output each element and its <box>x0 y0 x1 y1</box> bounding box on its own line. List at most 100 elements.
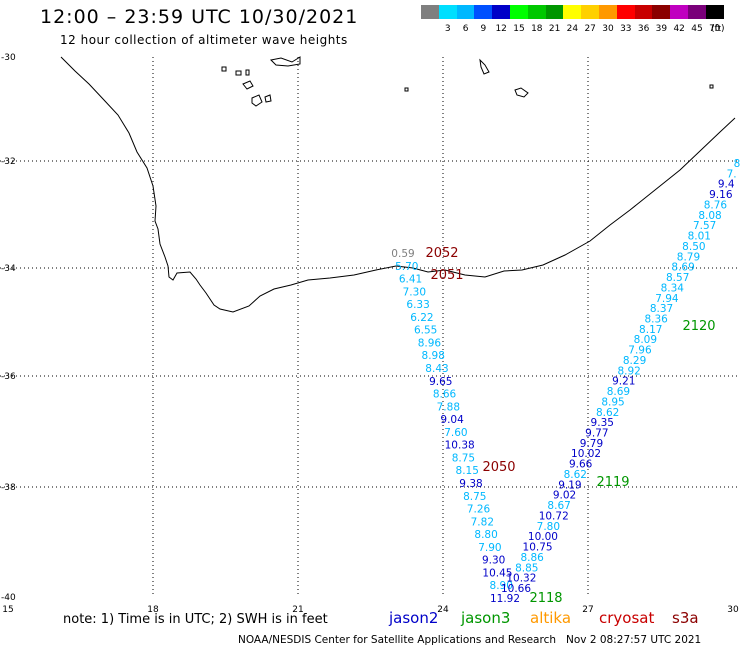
lon-tick-label: 21 <box>292 605 303 615</box>
wave-height-value: 7.30 <box>403 286 426 298</box>
legend-label: 15 <box>513 24 525 34</box>
map-title: 12:00 – 23:59 UTC 10/30/2021 <box>40 6 359 28</box>
wave-height-value: 8.86 <box>520 552 544 564</box>
satellite-name: cryosat <box>599 609 655 627</box>
wave-height-value: 9.35 <box>591 417 614 429</box>
wave-height-value: 5.70 <box>395 261 418 273</box>
legend-swatch <box>616 5 635 19</box>
legend-swatch <box>670 5 688 19</box>
wave-height-value: 9.21 <box>612 376 635 388</box>
wave-height-value: 8.96 <box>418 337 442 349</box>
wave-height-value: 9.38 <box>459 478 482 490</box>
pass-number-label: 2120 <box>682 319 715 334</box>
lon-tick-label: 24 <box>437 605 449 615</box>
wave-height-value: 8.37 <box>650 303 673 315</box>
wave-height-value: 8.76 <box>704 199 728 211</box>
wave-height-value: 10.72 <box>539 510 569 522</box>
lat-tick-label: -34 <box>1 264 16 274</box>
legend-label: 45 <box>691 24 703 34</box>
legend-swatch <box>438 5 457 19</box>
wave-height-value: 7.60 <box>444 427 467 439</box>
wave-height-value: 7.57 <box>693 220 716 232</box>
wave-height-value: 8.67 <box>547 500 570 512</box>
wave-height-value: 10.02 <box>571 448 601 460</box>
wave-height-value: 8.79 <box>677 251 700 263</box>
wave-height-value: 9.02 <box>553 490 576 502</box>
offshore-islands <box>221 56 714 107</box>
wave-height-value: 6.41 <box>399 274 422 286</box>
legend-label: 6 <box>462 24 469 34</box>
wave-height-value: 8.43 <box>425 363 448 375</box>
lon-tick-label: 18 <box>147 605 159 615</box>
wave-height-value: 7.80 <box>537 521 560 533</box>
wave-height-value: 8.08 <box>698 210 721 222</box>
wave-height-value: 8.17 <box>639 324 662 336</box>
lat-tick-label: -38 <box>1 483 16 493</box>
wave-height-value: 7.94 <box>655 293 679 305</box>
wave-height-value: 10.32 <box>506 573 536 585</box>
legend-unit: (ft) <box>711 24 725 34</box>
wave-height-value: 7. <box>727 168 737 180</box>
wave-height-value: 7.26 <box>467 504 491 516</box>
legend-swatch <box>563 5 582 19</box>
wave-height-value: 8.95 <box>601 396 624 408</box>
wave-height-value: 8.29 <box>623 355 646 367</box>
legend-swatch <box>474 5 493 19</box>
legend-swatch <box>545 5 564 19</box>
lat-tick-label: -40 <box>1 593 16 603</box>
credit-line: NOAA/NESDIS Center for Satellite Applica… <box>238 634 701 646</box>
wave-height-value: 8 <box>734 158 740 170</box>
pass-number-label: 2052 <box>425 246 458 261</box>
wave-height-value: 8.62 <box>596 407 619 419</box>
wave-height-value: 6.22 <box>410 312 433 324</box>
wave-height-value: 8.98 <box>422 350 445 362</box>
pass-number-label: 2119 <box>596 475 629 490</box>
wave-height-value: 7.96 <box>628 345 652 357</box>
wave-height-value: 8.66 <box>433 389 457 401</box>
lon-tick-label: 27 <box>582 605 593 615</box>
legend-swatch <box>510 5 528 19</box>
wave-height-value: 6.55 <box>414 325 437 337</box>
legend-label: 9 <box>480 24 487 34</box>
wave-height-value: 9.79 <box>580 438 603 450</box>
wave-height-value: 11.92 <box>490 593 520 605</box>
wave-height-value: 10.66 <box>501 583 531 595</box>
legend-label: 30 <box>602 24 614 34</box>
legend-label: 18 <box>531 24 543 34</box>
wave-height-value: 8.92 <box>617 365 640 377</box>
legend-label: 42 <box>673 24 685 34</box>
credit-text: NOAA/NESDIS Center for Satellite Applica… <box>238 634 556 646</box>
wave-height-value: 6.33 <box>406 299 429 311</box>
legend-swatch <box>581 5 599 19</box>
wave-height-value: 8.69 <box>671 262 694 274</box>
wave-height-value: 9.65 <box>429 376 452 388</box>
wave-height-value: 8.62 <box>564 469 587 481</box>
wave-height-value: 9.04 <box>440 414 464 426</box>
south-africa-coastline <box>60 56 736 313</box>
wave-height-value: 10.75 <box>523 542 553 554</box>
wave-height-value: 7.82 <box>471 516 494 528</box>
wave-height-value: 7.88 <box>437 401 460 413</box>
wave-height-value: 8.90 <box>490 580 513 592</box>
legend-label: 12 <box>495 24 507 34</box>
legend-label: 3 <box>444 24 451 34</box>
lat-tick-label: -32 <box>1 157 16 167</box>
wave-height-value: 8.75 <box>452 452 475 464</box>
legend-swatch <box>705 5 724 19</box>
lat-lon-grid: 15 18 21 24 27 30 -30 -32 -34 -36 -38 -40 <box>0 53 740 615</box>
satellite-name: jason2 <box>389 609 439 627</box>
satellite-name: jason3 <box>461 609 511 627</box>
wave-height-value: 9.16 <box>709 189 733 201</box>
legend-swatch <box>456 5 475 19</box>
wave-height-value: 8.75 <box>463 491 486 503</box>
legend-label: 21 <box>548 24 561 34</box>
legend-swatch <box>421 5 439 19</box>
wave-height-value: 10.00 <box>528 531 558 543</box>
satellite-name: altika <box>530 609 572 627</box>
wave-height-value: 8.69 <box>607 386 630 398</box>
wave-height-value: 9.30 <box>482 555 505 567</box>
satellite-name: s3a <box>672 609 699 627</box>
wave-height-value: 8.57 <box>666 272 689 284</box>
legend-label: 33 <box>620 24 632 34</box>
legend-label: 36 <box>637 24 650 34</box>
